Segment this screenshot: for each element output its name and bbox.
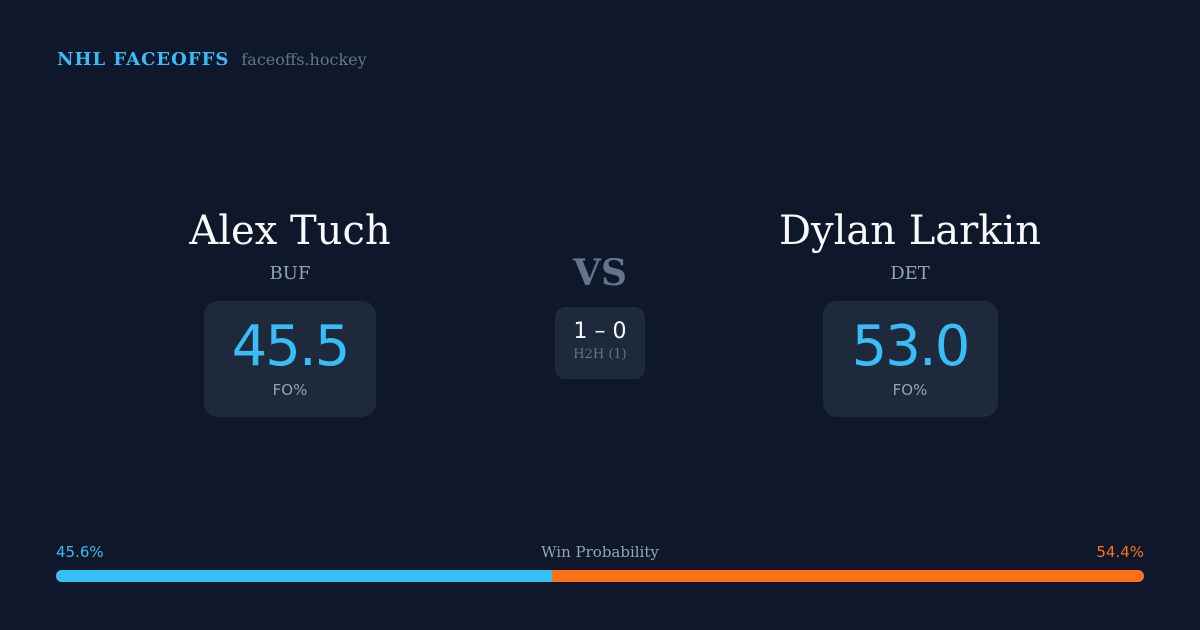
fo-card: 53.0 FO% xyxy=(822,301,998,417)
vs-label: VS xyxy=(573,252,627,294)
h2h-card: 1 – 0 H2H (1) xyxy=(555,307,645,379)
brand: NHL FACEOFFS faceoffs.hockey xyxy=(57,49,367,70)
player-right: Dylan Larkin DET 53.0 FO% xyxy=(700,205,1120,417)
fo-percentage: 45.5 xyxy=(231,314,351,379)
fo-percentage: 53.0 xyxy=(851,314,971,379)
win-prob-right-fill xyxy=(552,570,1144,582)
brand-site: faceoffs.hockey xyxy=(241,50,367,69)
player-name: Dylan Larkin xyxy=(778,208,1042,254)
player-name: Alex Tuch xyxy=(189,208,391,254)
h2h-label: H2H (1) xyxy=(573,347,627,362)
player-team: DET xyxy=(890,263,930,284)
player-team: BUF xyxy=(269,263,311,284)
win-prob-right: 54.4% xyxy=(1096,543,1144,561)
player-left: Alex Tuch BUF 45.5 FO% xyxy=(80,205,500,417)
win-prob-left-fill xyxy=(56,570,553,582)
win-prob-title: Win Probability xyxy=(541,543,659,561)
win-prob-left: 45.6% xyxy=(56,543,104,561)
fo-card: 45.5 FO% xyxy=(204,301,376,417)
fo-label: FO% xyxy=(892,381,928,399)
fo-label: FO% xyxy=(272,381,308,399)
h2h-score: 1 – 0 xyxy=(573,319,627,344)
win-probability-bar xyxy=(56,570,1144,582)
brand-name: NHL FACEOFFS xyxy=(57,49,230,70)
